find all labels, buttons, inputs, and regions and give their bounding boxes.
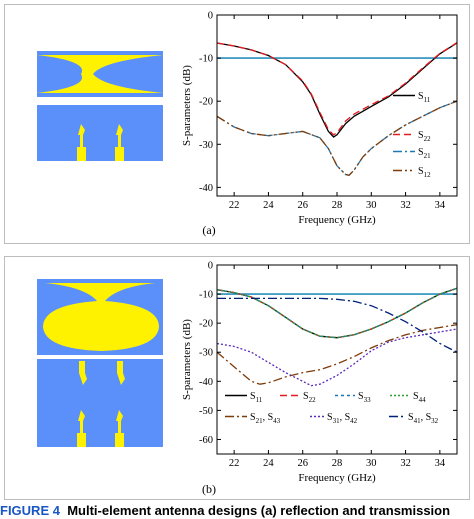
x-axis-label: Frequency (GHz) — [298, 472, 376, 484]
figure-panel-a: 22 24 26 28 30 32 34 0 -10 -20 -30 -40 Frequency (GH… — [4, 4, 470, 244]
y-tick-label: -10 — [199, 290, 213, 301]
antenna-b-bottom-substrate — [37, 359, 163, 447]
x-tick-label: 26 — [297, 458, 308, 469]
legend-label: S21 — [418, 147, 431, 160]
legend-label: S22 — [418, 130, 431, 143]
legend-entry: S22 — [280, 391, 316, 404]
legend-label: S11 — [250, 391, 263, 404]
x-tick-label: 28 — [332, 200, 343, 211]
x-tick-label: 26 — [297, 200, 308, 211]
legend-entry: S21, S43 — [225, 412, 281, 425]
legend-entry: S31, S42 — [310, 412, 358, 425]
legend-label: S33 — [358, 391, 371, 404]
series-line-s31-s42 — [216, 328, 458, 387]
series-line-s44 — [216, 287, 458, 339]
y-tick-label: -30 — [199, 348, 213, 359]
legend-label: S41, S32 — [408, 412, 439, 425]
series-line-s33 — [216, 287, 458, 339]
y-tick-label: -60 — [199, 435, 213, 446]
x-tick-label: 28 — [332, 458, 343, 469]
antenna-a-feed-left — [77, 124, 86, 161]
legend-entry: S11 — [393, 91, 431, 104]
legend-label: S44 — [413, 391, 426, 404]
antenna-structure-b — [37, 279, 163, 447]
y-tick-label: -40 — [199, 183, 213, 194]
x-tick-label: 34 — [435, 458, 446, 469]
s-parameter-plot-a: 22 24 26 28 30 32 34 0 -10 -20 -30 -40 Frequency (GH… — [181, 11, 458, 226]
antenna-b-top-radiator — [43, 283, 159, 351]
legend-entry: S33 — [335, 391, 371, 404]
s-parameter-plot-b: 22 24 26 28 30 32 34 0 -10 -20 -30 -40 -50 -60 Frequen… — [181, 261, 458, 484]
panel-label-a: (a) — [202, 223, 215, 237]
series-line-s41-s32 — [217, 297, 458, 353]
x-tick-label: 30 — [366, 200, 377, 211]
series-line-s11 — [216, 42, 458, 138]
x-tick-label: 32 — [400, 458, 411, 469]
x-tick-label: 24 — [263, 200, 274, 211]
panel-a-graphic: 22 24 26 28 30 32 34 0 -10 -20 -30 -40 Frequency (GH… — [37, 11, 458, 237]
antenna-a-bottom-substrate — [37, 105, 163, 161]
legend-label: S22 — [303, 391, 316, 404]
legend-entry: S41, S32 — [389, 412, 439, 425]
x-axis-label: Frequency (GHz) — [298, 214, 376, 226]
antenna-b-feed-2 — [117, 361, 125, 385]
legend-entry: S11 — [225, 391, 263, 404]
legend-entry: S12 — [393, 166, 431, 179]
y-axis-label: S-parameters (dB) — [181, 65, 193, 146]
antenna-b-feed-4 — [115, 410, 124, 447]
figure-panel-b: 22 24 26 28 30 32 34 0 -10 -20 -30 -40 -50 -60 Frequen… — [4, 256, 470, 500]
series-line-s21-s43 — [216, 323, 458, 385]
y-tick-label: -10 — [199, 54, 213, 65]
series-line-s21 — [216, 100, 458, 177]
legend-label: S11 — [418, 91, 431, 104]
x-tick-label: 32 — [400, 200, 411, 211]
legend-entry: S21 — [393, 147, 431, 160]
legend-entry: S44 — [390, 391, 426, 404]
figure-number: FIGURE 4 — [0, 503, 60, 518]
legend-label: S21, S43 — [250, 412, 281, 425]
x-tick-label: 24 — [263, 458, 274, 469]
antenna-b-feed-3 — [77, 410, 86, 447]
antenna-a-feed-right — [115, 124, 124, 161]
x-tick-label: 30 — [366, 458, 377, 469]
legend-label: S12 — [418, 166, 431, 179]
antenna-structure-a — [37, 51, 163, 161]
series-line-s22 — [216, 42, 458, 136]
y-tick-label: -50 — [199, 406, 213, 417]
panel-label-b: (b) — [202, 482, 216, 496]
y-tick-label: 0 — [208, 11, 213, 22]
x-tick-label: 22 — [229, 458, 240, 469]
y-tick-label: -30 — [199, 140, 213, 151]
x-tick-label: 22 — [229, 200, 240, 211]
y-tick-label: -40 — [199, 377, 213, 388]
y-tick-label: -20 — [199, 97, 213, 108]
y-axis-label: S-parameters (dB) — [181, 319, 193, 400]
antenna-b-feed-1 — [79, 361, 87, 385]
x-tick-label: 34 — [435, 200, 446, 211]
figure-caption-text: Multi-element antenna designs (a) reflec… — [67, 503, 451, 518]
y-tick-label: -20 — [199, 319, 213, 330]
antenna-a-top-radiator — [37, 55, 163, 93]
panel-b-graphic: 22 24 26 28 30 32 34 0 -10 -20 -30 -40 -50 -60 Frequen… — [37, 261, 458, 496]
y-tick-label: 0 — [208, 261, 213, 272]
legend-entry: S22 — [393, 130, 431, 143]
legend-label: S31, S42 — [327, 412, 358, 425]
figure-caption: FIGURE 4 Multi-element antenna designs (… — [0, 503, 474, 519]
